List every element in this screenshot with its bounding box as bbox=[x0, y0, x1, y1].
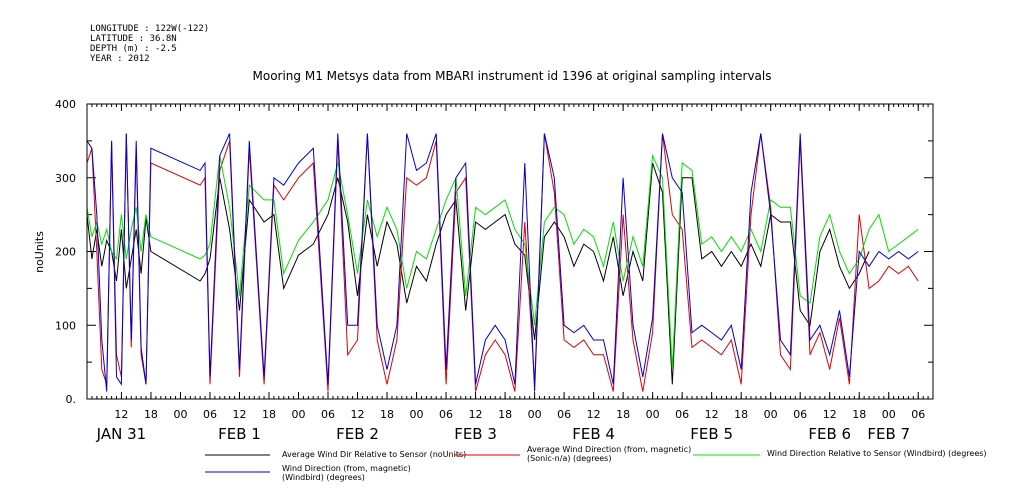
legend-text-line: (Sonic-n/a) (degrees) bbox=[527, 454, 611, 463]
x-hour-tick-label: 00 bbox=[646, 408, 660, 421]
x-hour-tick-label: 12 bbox=[114, 408, 128, 421]
x-day-label: FEB 4 bbox=[572, 425, 615, 443]
depth-label: DEPTH (m) : -2.5 bbox=[90, 44, 177, 54]
x-hour-tick-label: 18 bbox=[144, 408, 158, 421]
x-hour-tick-label: 12 bbox=[469, 408, 483, 421]
x-day-label: FEB 2 bbox=[336, 425, 379, 443]
series-line-green bbox=[86, 153, 919, 370]
x-hour-tick-label: 12 bbox=[232, 408, 246, 421]
x-day-label: FEB 1 bbox=[218, 425, 261, 443]
x-day-label: FEB 3 bbox=[454, 425, 497, 443]
legend: Average Wind Dir Relative to Sensor (noU… bbox=[205, 445, 987, 482]
y-tick-label: 400 bbox=[55, 98, 76, 111]
x-hour-tick-label: 00 bbox=[528, 408, 542, 421]
legend-entry-red: Average Wind Direction (from, magnetic)(… bbox=[527, 445, 691, 463]
x-hour-tick-label: 06 bbox=[557, 408, 571, 421]
x-day-label: JAN 31 bbox=[96, 425, 147, 443]
x-hour-tick-label: 00 bbox=[764, 408, 778, 421]
x-hour-tick-label: 12 bbox=[351, 408, 365, 421]
x-hour-tick-label: 12 bbox=[823, 408, 837, 421]
x-hour-tick-label: 00 bbox=[410, 408, 424, 421]
y-tick-label: 0. bbox=[66, 393, 77, 406]
series-lines bbox=[86, 133, 919, 392]
legend-entry-blue: Wind Direction (from, magnetic) (Windbird… bbox=[282, 464, 411, 482]
y-tick-label: 200 bbox=[55, 246, 76, 259]
x-hour-tick-label: 18 bbox=[852, 408, 866, 421]
x-day-label: FEB 5 bbox=[690, 425, 733, 443]
longitude-label: LONGITUDE : 122W(-122) bbox=[90, 24, 209, 34]
x-day-label: FEB 7 bbox=[867, 425, 910, 443]
legend-text-line: Wind Direction (from, magnetic) bbox=[282, 464, 411, 473]
station-metadata: LONGITUDE : 122W(-122) LATITUDE : 36.8N … bbox=[90, 24, 209, 64]
legend-text-line: Wind Direction Relative to Sensor (Windb… bbox=[767, 449, 987, 458]
x-hour-tick-label: 12 bbox=[587, 408, 601, 421]
year-label: YEAR : 2012 bbox=[90, 54, 150, 64]
x-hour-tick-label: 00 bbox=[173, 408, 187, 421]
y-tick-label: 300 bbox=[55, 172, 76, 185]
series-line-blue bbox=[86, 133, 919, 392]
x-hour-tick-label: 18 bbox=[262, 408, 276, 421]
x-hour-tick-label: 06 bbox=[321, 408, 335, 421]
series-line-red bbox=[86, 133, 919, 392]
x-hour-tick-label: 06 bbox=[439, 408, 453, 421]
x-hour-tick-label: 06 bbox=[203, 408, 217, 421]
x-day-label: FEB 6 bbox=[808, 425, 851, 443]
x-hour-tick-label: 00 bbox=[882, 408, 896, 421]
latitude-label: LATITUDE : 36.8N bbox=[90, 34, 177, 44]
legend-text-line: (Windbird) (degrees) bbox=[282, 473, 365, 482]
y-tick-label: 100 bbox=[55, 319, 76, 332]
axis-tick-labels: 12 18 00 06 12 18 00 06 12 18 00 06 12 18 00 06 12 18 00 06… bbox=[55, 98, 925, 443]
x-hour-tick-label: 18 bbox=[734, 408, 748, 421]
legend-entry-green: Wind Direction Relative to Sensor (Windb… bbox=[767, 449, 987, 458]
x-hour-tick-label: 18 bbox=[616, 408, 630, 421]
plot-frame bbox=[86, 103, 934, 400]
legend-entry-black: Average Wind Dir Relative to Sensor (noU… bbox=[282, 450, 466, 459]
x-hour-tick-label: 12 bbox=[705, 408, 719, 421]
legend-text-line: Average Wind Dir Relative to Sensor (noU… bbox=[282, 450, 466, 459]
x-hour-tick-label: 18 bbox=[380, 408, 394, 421]
x-hour-tick-label: 00 bbox=[292, 408, 306, 421]
x-hour-tick-label: 18 bbox=[498, 408, 512, 421]
y-axis-label: noUnits bbox=[33, 231, 46, 273]
x-hour-tick-label: 06 bbox=[911, 408, 925, 421]
chart-title: Mooring M1 Metsys data from MBARI instru… bbox=[253, 69, 772, 83]
x-hour-tick-label: 06 bbox=[793, 408, 807, 421]
x-hour-tick-label: 06 bbox=[675, 408, 689, 421]
legend-text-line: Average Wind Direction (from, magnetic) bbox=[527, 445, 691, 454]
